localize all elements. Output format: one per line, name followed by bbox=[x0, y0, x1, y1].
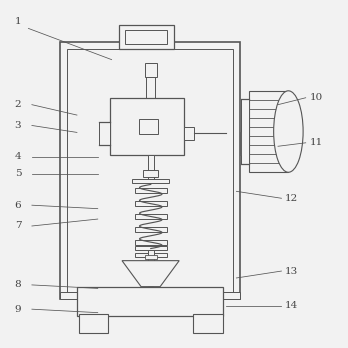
Bar bbox=[77, 287, 222, 316]
Bar bbox=[126, 30, 167, 44]
Text: 8: 8 bbox=[15, 280, 21, 290]
Bar bbox=[79, 314, 108, 333]
Bar bbox=[66, 49, 233, 292]
Bar bbox=[144, 63, 157, 77]
Bar bbox=[248, 91, 288, 172]
Bar bbox=[135, 227, 167, 232]
Bar bbox=[119, 25, 174, 49]
Text: 4: 4 bbox=[15, 152, 21, 161]
Text: 3: 3 bbox=[15, 121, 21, 130]
Bar bbox=[148, 155, 154, 181]
Bar bbox=[241, 100, 248, 164]
Text: 2: 2 bbox=[15, 100, 21, 109]
Bar bbox=[148, 286, 153, 293]
Bar bbox=[148, 250, 154, 261]
Text: 9: 9 bbox=[15, 305, 21, 314]
Bar bbox=[110, 98, 184, 155]
Text: 1: 1 bbox=[15, 17, 21, 26]
Bar bbox=[193, 314, 222, 333]
Bar bbox=[135, 253, 167, 258]
Bar bbox=[143, 170, 158, 177]
Text: 13: 13 bbox=[285, 267, 299, 276]
Bar bbox=[135, 188, 167, 193]
Polygon shape bbox=[122, 261, 179, 287]
Bar bbox=[132, 179, 169, 183]
Bar bbox=[100, 122, 110, 144]
Bar bbox=[135, 246, 167, 250]
Bar bbox=[240, 132, 241, 155]
Text: 11: 11 bbox=[309, 138, 323, 147]
Bar bbox=[60, 42, 240, 299]
Bar bbox=[146, 63, 155, 98]
Text: 10: 10 bbox=[309, 93, 323, 102]
Bar bbox=[60, 292, 240, 299]
Bar bbox=[135, 240, 167, 245]
Text: 6: 6 bbox=[15, 201, 21, 210]
Ellipse shape bbox=[274, 91, 303, 172]
Text: 7: 7 bbox=[15, 221, 21, 230]
Bar bbox=[139, 119, 158, 134]
Bar bbox=[184, 127, 194, 140]
Text: 5: 5 bbox=[15, 169, 21, 179]
Bar bbox=[135, 201, 167, 206]
Bar bbox=[144, 255, 157, 259]
Bar bbox=[135, 214, 167, 219]
Text: 12: 12 bbox=[285, 194, 299, 203]
Text: 14: 14 bbox=[285, 301, 299, 310]
